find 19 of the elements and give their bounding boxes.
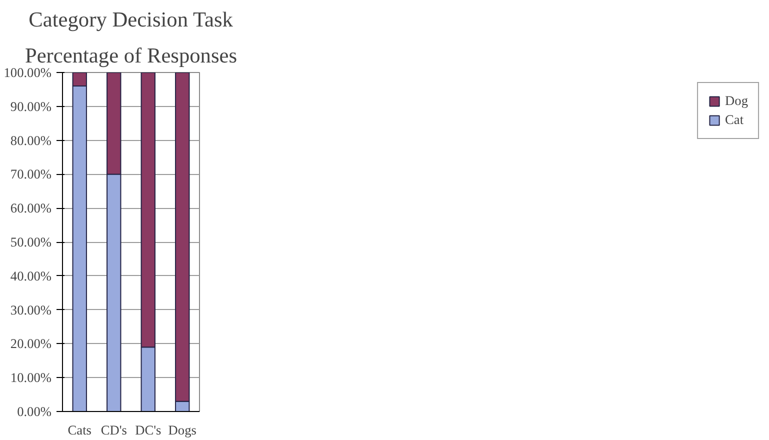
y-tick-label: 30.00% <box>10 302 52 318</box>
y-tick-label: 80.00% <box>10 132 52 148</box>
y-tick-label: 10.00% <box>10 370 52 386</box>
chart-subtitle: Percentage of Responses <box>24 44 238 68</box>
y-tick-label: 90.00% <box>10 98 52 114</box>
legend-label: Cat <box>725 112 745 128</box>
y-tick-label: 0.00% <box>17 404 52 419</box>
y-tick-label: 20.00% <box>10 336 52 352</box>
x-tick-label: DC's <box>135 422 162 438</box>
x-tick-label: CD's <box>100 422 127 438</box>
y-tick-label: 100.00% <box>4 65 52 80</box>
y-tick-label: 70.00% <box>10 166 52 182</box>
legend-label: Dog <box>725 93 748 109</box>
y-tick-label: 40.00% <box>10 268 52 284</box>
x-tick-label: Dogs <box>168 422 196 438</box>
x-tick-label: Cats <box>68 422 92 438</box>
y-tick-label: 60.00% <box>10 200 52 216</box>
chart-title: Category Decision Task <box>28 8 234 32</box>
y-tick-label: 50.00% <box>10 234 52 250</box>
